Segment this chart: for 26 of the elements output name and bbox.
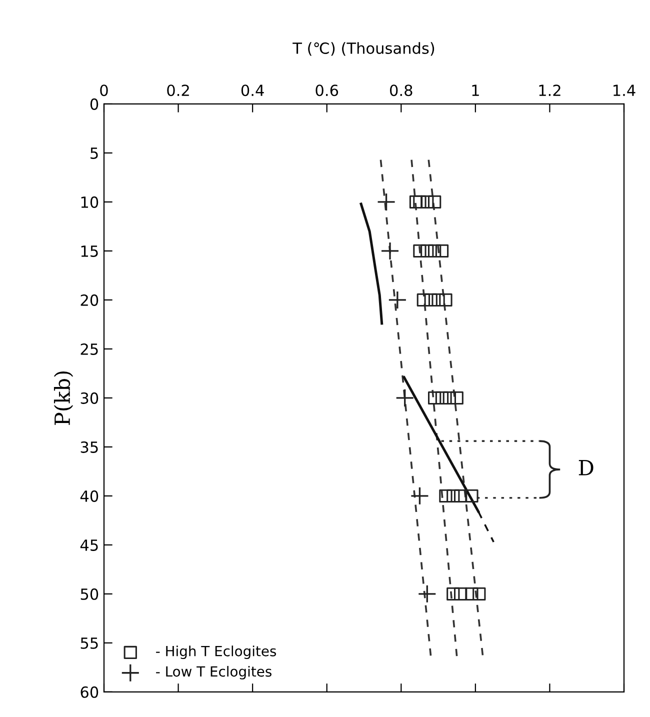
y-tick-label: 50 bbox=[80, 588, 98, 600]
y-tick-label: 20 bbox=[80, 294, 98, 306]
annotation: D bbox=[578, 460, 594, 476]
x-axis-title: T (℃) (Thousands) bbox=[292, 42, 434, 56]
x-tick-label: 0.6 bbox=[316, 84, 338, 96]
y-axis-title: P(kb) bbox=[54, 371, 74, 425]
y-tick-label: 35 bbox=[80, 441, 98, 453]
y-tick-label: 60 bbox=[80, 686, 98, 698]
x-tick-label: 0.8 bbox=[390, 84, 412, 96]
y-tick-label: 10 bbox=[81, 196, 98, 208]
y-tick-label: 30 bbox=[80, 392, 98, 404]
y-tick-label: 55 bbox=[80, 638, 98, 649]
x-tick-label: 0.2 bbox=[167, 84, 189, 96]
x-tick-label: 1.4 bbox=[614, 84, 636, 96]
y-tick-label: 15 bbox=[81, 246, 98, 257]
x-tick-label: 0.4 bbox=[241, 84, 264, 96]
x-tick-label: 0 bbox=[100, 84, 108, 96]
y-tick-label: 0 bbox=[90, 98, 98, 110]
y-tick-label: 45 bbox=[80, 540, 98, 551]
y-tick-label: 25 bbox=[80, 343, 98, 355]
legend-label: - Low T Eclogites bbox=[156, 666, 272, 680]
legend-label: - High T Eclogites bbox=[156, 646, 276, 660]
y-tick-label: 40 bbox=[80, 490, 98, 502]
y-tick-label: 5 bbox=[90, 148, 98, 159]
x-tick-label: 1 bbox=[472, 84, 479, 96]
x-tick-label: 1.2 bbox=[539, 84, 560, 96]
